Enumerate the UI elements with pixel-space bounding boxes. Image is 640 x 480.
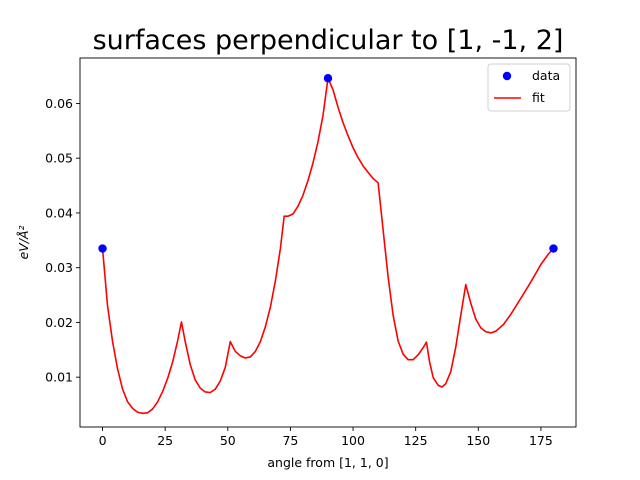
series-fit-line: [101, 77, 555, 415]
legend-marker-data: [502, 71, 512, 81]
data-point: [323, 74, 333, 83]
x-tick-label: 75: [282, 433, 298, 448]
data-point: [549, 244, 558, 253]
x-tick-label: 0: [99, 433, 107, 448]
axes: 0 25 50 75 100 125 150 175 0.01 0.02 0.03 0.04 0.05 0…: [45, 57, 577, 448]
legend-label-fit: fit: [532, 90, 545, 105]
y-tick-label: 0.06: [45, 96, 73, 111]
y-tick-label: 0.05: [45, 151, 73, 166]
legend: data fit: [487, 63, 571, 112]
axes-frame: [79, 57, 577, 428]
y-tick-label: 0.04: [45, 205, 73, 220]
x-tick-label: 175: [529, 433, 553, 448]
y-tick-label: 0.01: [45, 370, 73, 385]
chart-title: surfaces perpendicular to [1, -1, 2]: [93, 25, 564, 56]
y-tick-label: 0.02: [45, 315, 73, 330]
y-axis-label: eV/Å²: [16, 225, 31, 259]
legend-label-data: data: [532, 68, 560, 83]
x-tick-label: 100: [341, 433, 365, 448]
y-tick-label: 0.03: [45, 260, 73, 275]
data-point: [98, 244, 107, 253]
plot-area: [98, 74, 558, 415]
x-tick-label: 150: [466, 433, 490, 448]
x-tick-label: 125: [404, 433, 428, 448]
x-tick-label: 25: [157, 433, 173, 448]
x-tick-label: 50: [220, 433, 236, 448]
x-axis-label: angle from [1, 1, 0]: [267, 455, 388, 470]
